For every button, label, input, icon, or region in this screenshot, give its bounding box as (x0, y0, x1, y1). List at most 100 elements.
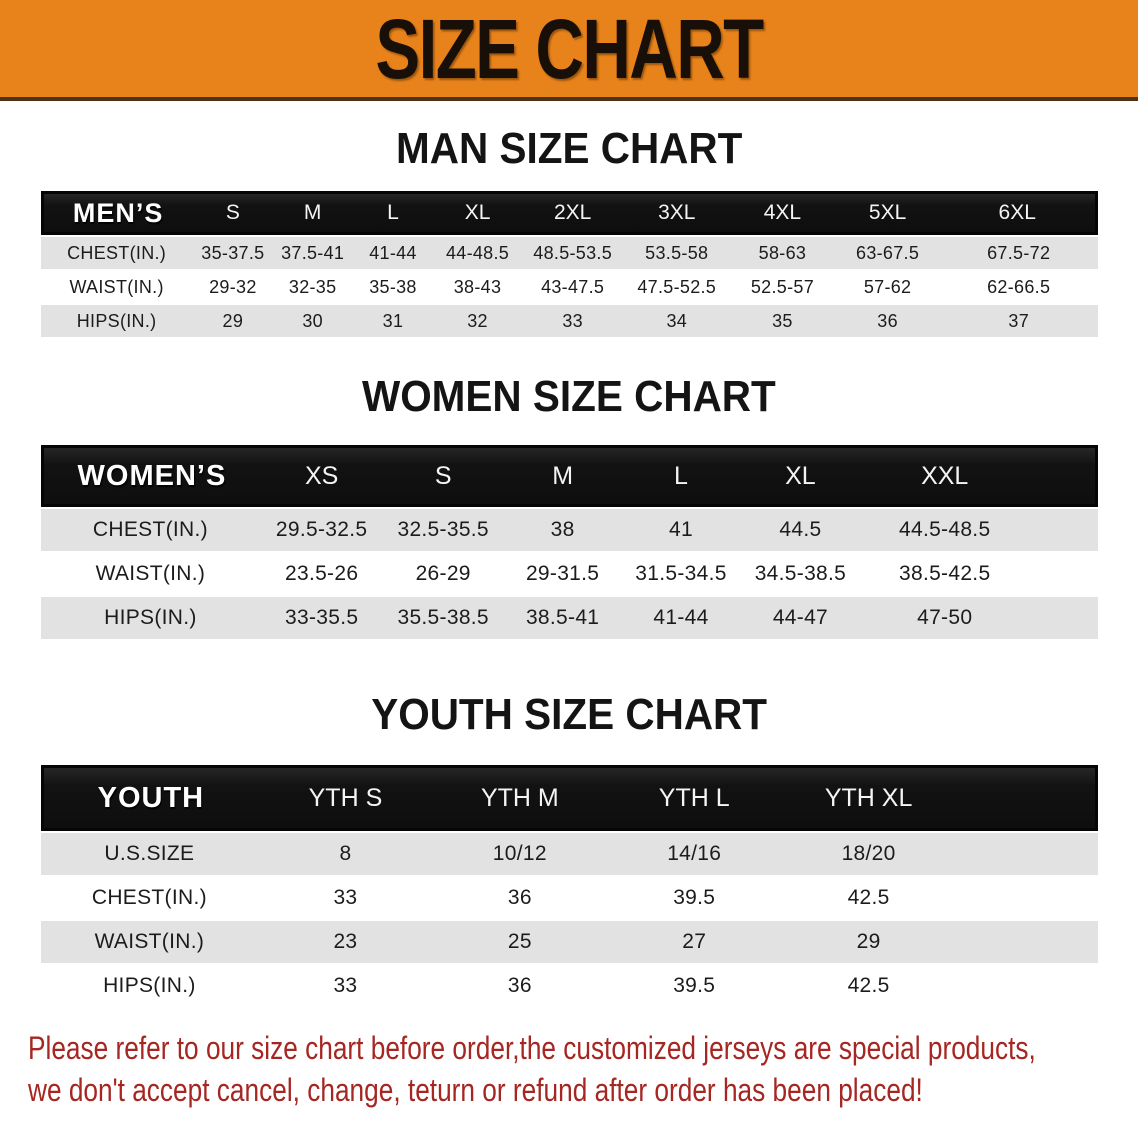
spacer-cell (955, 765, 1098, 831)
cell: 35-37.5 (192, 237, 274, 269)
youth-ussize-row: U.S.SIZE 8 10/12 14/16 18/20 (40, 833, 1098, 875)
cell: 25 (432, 921, 608, 963)
youth-size-xl: YTH XL (781, 765, 956, 831)
cell: 31 (352, 305, 434, 337)
cell: 36 (835, 305, 940, 337)
men-size-6xl: 6XL (939, 191, 1098, 235)
men-size-2xl: 2XL (521, 191, 624, 235)
cell: 33 (521, 305, 624, 337)
row-label-waist: WAIST(IN.) (69, 276, 164, 297)
row-label-chest: CHEST(IN.) (91, 886, 207, 909)
cell: 36 (507, 974, 532, 997)
youth-table-header-row: YOUTH YTH S YTH M YTH L YTH XL (40, 765, 1098, 831)
women-size-xs: XS (260, 445, 383, 507)
disclaimer-line-1: Please refer to our size chart before or… (28, 1030, 1036, 1066)
cell: 36 (507, 886, 532, 909)
cell: 38 (503, 509, 622, 551)
cell: 33-35.5 (260, 597, 383, 639)
cell: 42.5 (847, 974, 890, 997)
women-size-l: L (621, 445, 741, 507)
disclaimer-text: Please refer to our size chart before or… (28, 1027, 1138, 1111)
row-label-hips: HIPS(IN.) (40, 597, 261, 639)
cell: 47-50 (860, 597, 1029, 639)
spacer-cell (956, 877, 1098, 919)
cell: 44-47 (740, 597, 861, 639)
youth-size-l: YTH L (607, 765, 782, 831)
women-size-table: WOMEN’S XS S M L XL XXL CHEST(IN.) 29.5-… (40, 443, 1098, 641)
women-table-label: WOMEN’S (40, 445, 261, 507)
cell: 52.5-57 (750, 276, 815, 297)
cell: 42.5 (847, 886, 890, 909)
cell: 63-67.5 (835, 237, 940, 269)
cell: 29.5-32.5 (260, 509, 383, 551)
youth-size-m: YTH M (432, 765, 608, 831)
spacer-cell (1028, 445, 1098, 507)
cell: 32 (433, 305, 522, 337)
men-waist-row: WAIST(IN.) 29-32 32-35 35-38 38-43 43-47… (41, 271, 1098, 303)
spacer-cell (955, 921, 1098, 963)
spacer-cell (1028, 509, 1098, 551)
cell: 57-62 (863, 276, 912, 297)
men-hips-row: HIPS(IN.) 29 30 31 32 33 34 35 36 37 (40, 305, 1098, 337)
youth-waist-row: WAIST(IN.) 23 25 27 29 (40, 921, 1098, 963)
spacer-cell (1029, 553, 1098, 595)
women-size-xxl: XXL (860, 445, 1029, 507)
youth-size-table: YOUTH YTH S YTH M YTH L YTH XL U.S.SIZE … (40, 763, 1098, 1009)
cell: 41-44 (621, 597, 741, 639)
cell: 23.5-26 (284, 562, 359, 585)
cell: 38-43 (453, 276, 502, 297)
youth-chest-row: CHEST(IN.) 33 36 39.5 42.5 (41, 877, 1098, 919)
cell: 14/16 (607, 833, 782, 875)
cell: 67.5-72 (939, 237, 1098, 269)
cell: 23 (258, 921, 433, 963)
cell: 41-44 (352, 237, 434, 269)
row-label-waist: WAIST(IN.) (40, 921, 259, 963)
men-size-xl: XL (433, 191, 522, 235)
cell: 33 (333, 974, 358, 997)
cell: 38.5-42.5 (898, 562, 991, 585)
cell: 44.5-48.5 (860, 509, 1029, 551)
men-table-header-row: MEN’S S M L XL 2XL 3XL 4XL 5XL 6XL (40, 191, 1098, 235)
men-size-table: MEN’S S M L XL 2XL 3XL 4XL 5XL 6XL CHEST… (40, 189, 1098, 339)
cell: 10/12 (432, 833, 608, 875)
cell: 32-35 (288, 276, 337, 297)
youth-size-s: YTH S (258, 765, 433, 831)
cell: 35 (729, 305, 836, 337)
cell: 48.5-53.5 (521, 237, 624, 269)
women-waist-row: WAIST(IN.) 23.5-26 26-29 29-31.5 31.5-34… (41, 553, 1098, 595)
row-label-chest: CHEST(IN.) (40, 237, 193, 269)
women-chest-row: CHEST(IN.) 29.5-32.5 32.5-35.5 38 41 44.… (40, 509, 1098, 551)
youth-table-label: YOUTH (40, 765, 259, 831)
cell: 30 (273, 305, 353, 337)
youth-section-heading: YOUTH SIZE CHART (0, 691, 1138, 739)
cell: 39.5 (673, 886, 716, 909)
women-size-m: M (503, 445, 622, 507)
women-section-heading: WOMEN SIZE CHART (0, 373, 1138, 421)
cell: 29 (192, 305, 274, 337)
men-size-4xl: 4XL (729, 191, 836, 235)
cell: 58-63 (729, 237, 836, 269)
men-size-l: L (352, 191, 434, 235)
cell: 41 (621, 509, 741, 551)
cell: 44-48.5 (433, 237, 522, 269)
men-size-s: S (192, 191, 274, 235)
row-label-waist: WAIST(IN.) (95, 562, 206, 585)
women-size-xl: XL (740, 445, 861, 507)
disclaimer-line-2: we don't accept cancel, change, teturn o… (28, 1072, 923, 1108)
men-size-3xl: 3XL (623, 191, 730, 235)
size-chart-banner: SIZE CHART (0, 0, 1138, 101)
cell: 37.5-41 (273, 237, 353, 269)
cell: 8 (258, 833, 433, 875)
cell: 44.5 (740, 509, 861, 551)
row-label-hips: HIPS(IN.) (40, 305, 193, 337)
youth-hips-row: HIPS(IN.) 33 36 39.5 42.5 (41, 965, 1098, 1007)
women-hips-row: HIPS(IN.) 33-35.5 35.5-38.5 38.5-41 41-4… (40, 597, 1098, 639)
cell: 35.5-38.5 (382, 597, 504, 639)
cell: 32.5-35.5 (382, 509, 504, 551)
men-size-5xl: 5XL (835, 191, 940, 235)
youth-section-heading-text: YOUTH SIZE CHART (371, 690, 767, 739)
cell: 33 (333, 886, 358, 909)
cell: 26-29 (415, 562, 471, 585)
cell: 18/20 (781, 833, 956, 875)
row-label-ussize: U.S.SIZE (40, 833, 259, 875)
